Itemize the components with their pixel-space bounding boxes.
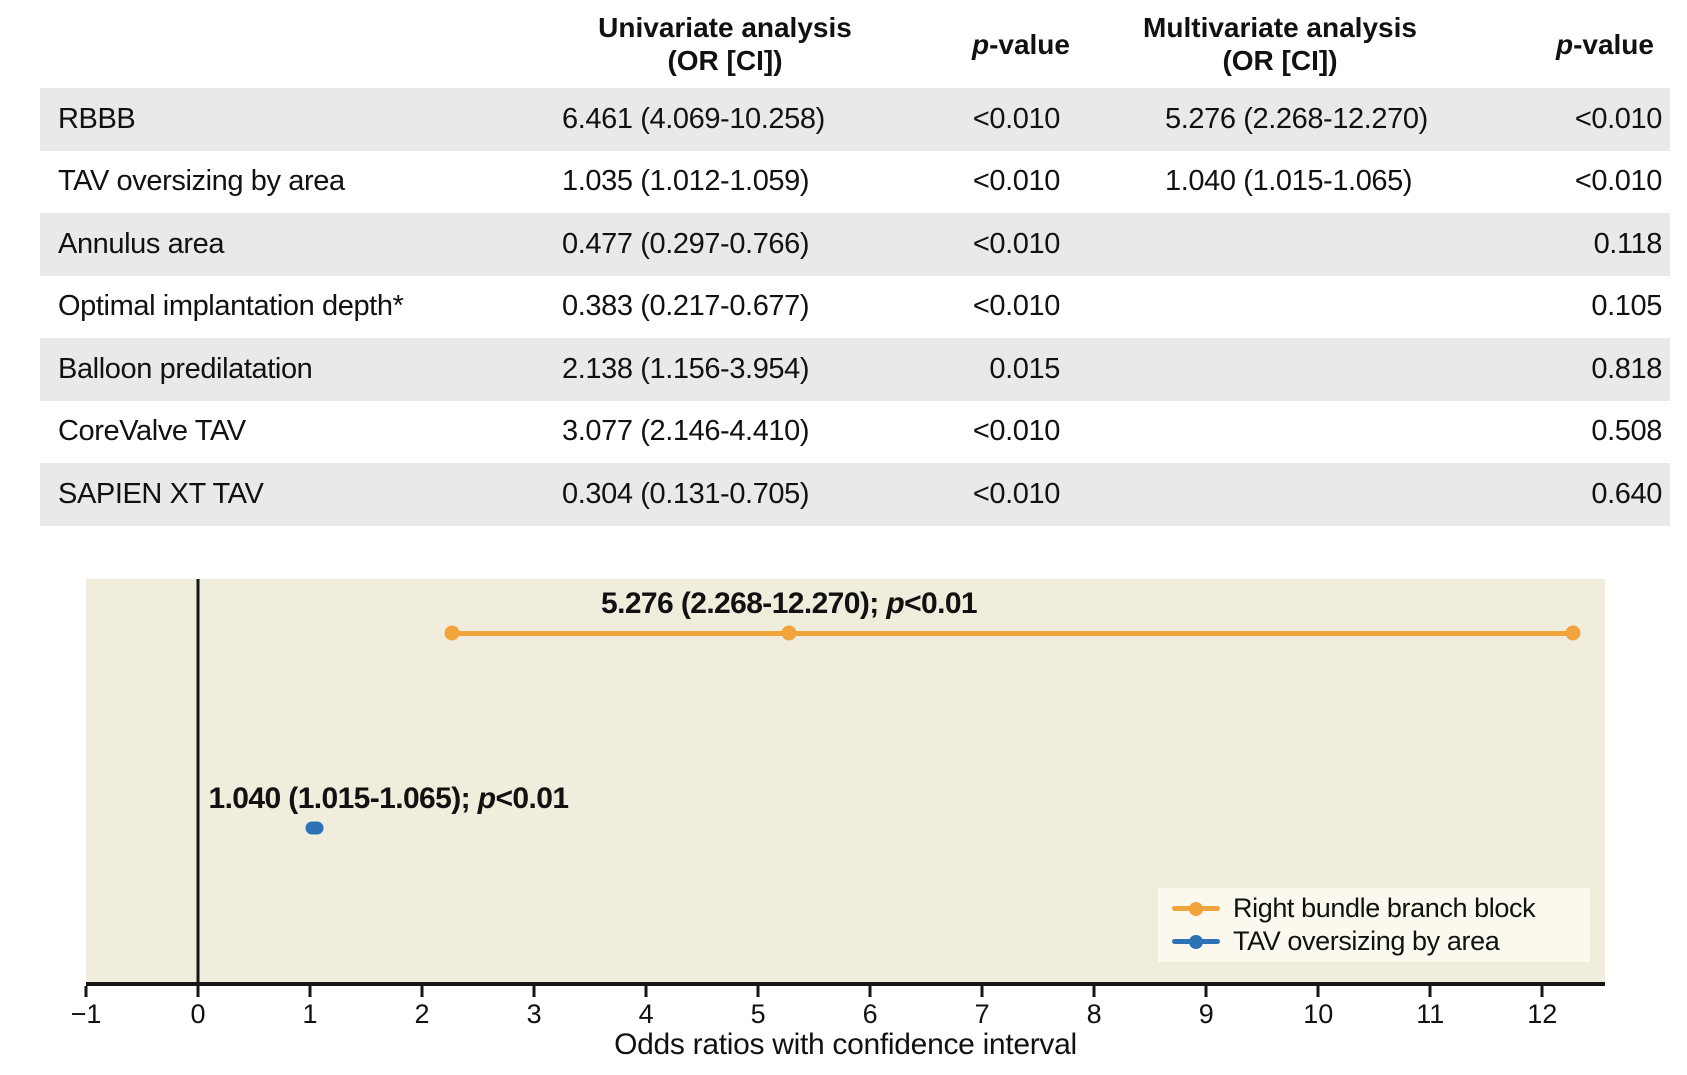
header-univariate: Univariate analysis (OR [CI])	[540, 11, 910, 77]
x-axis-tick-label: 4	[638, 999, 654, 1029]
header-multivariate-line1: Multivariate analysis	[1143, 12, 1417, 43]
row-label: CoreValve TAV	[58, 415, 246, 448]
table-body: RBBB 6.461 (4.069-10.258) <0.010 5.276 (2.2…	[40, 88, 1670, 526]
x-axis-tick	[756, 986, 760, 997]
legend-line-marker-icon	[1172, 901, 1220, 916]
x-axis-tick-label: 9	[1198, 999, 1214, 1029]
univariate-or-ci: 0.304 (0.131-0.705)	[562, 477, 810, 510]
x-axis-tick	[1092, 986, 1096, 997]
x-axis-tick-label: −1	[70, 999, 102, 1029]
x-axis-tick-label: 6	[862, 999, 878, 1029]
odds-ratio-marker	[781, 625, 797, 641]
multivariate-p-value: <0.010	[1574, 102, 1663, 135]
x-axis-tick-label: 2	[414, 999, 430, 1029]
univariate-p-value: <0.010	[972, 477, 1061, 510]
x-axis-tick	[308, 986, 312, 997]
multivariate-p-value: <0.010	[1574, 165, 1663, 198]
legend-label-rbbb: Right bundle branch block	[1233, 893, 1536, 923]
header-univariate-line2: (OR [CI])	[667, 45, 783, 76]
table-row: CoreValve TAV 3.077 (2.146-4.410) <0.010 0.…	[40, 401, 1670, 464]
plot-area: 5.276 (2.268-12.270); p<0.01 1.040 (1.015…	[71, 579, 1605, 1061]
x-axis-tick-label: 3	[526, 999, 542, 1029]
row-label: TAV oversizing by area	[58, 165, 345, 198]
univariate-or-ci: 0.383 (0.217-0.677)	[562, 290, 810, 323]
table-row: Optimal implantation depth* 0.383 (0.217-…	[40, 276, 1670, 339]
x-axis-tick-label: 11	[1416, 999, 1445, 1029]
confidence-interval-line	[452, 630, 1573, 636]
table-row: TAV oversizing by area 1.035 (1.012-1.059…	[40, 151, 1670, 214]
legend: Right bundle branch block TAV oversizing…	[1158, 888, 1590, 962]
row-label: Balloon predilatation	[58, 352, 313, 385]
univariate-p-value: <0.010	[972, 415, 1061, 448]
univariate-p-value: <0.010	[972, 227, 1061, 260]
multivariate-p-value: 0.118	[1593, 227, 1663, 260]
table-row: Balloon predilatation 2.138 (1.156-3.954)…	[40, 338, 1670, 401]
legend-line-marker-icon	[1172, 934, 1220, 949]
univariate-or-ci: 0.477 (0.297-0.766)	[562, 227, 810, 260]
univariate-or-ci: 3.077 (2.146-4.410)	[562, 415, 810, 448]
multivariate-or-ci: 5.276 (2.268-12.270)	[1165, 102, 1428, 135]
ci-high-marker	[1565, 625, 1580, 641]
header-p-value-multivariate: p-value	[1555, 28, 1654, 60]
series-annotation: 5.276 (2.268-12.270); p<0.01	[601, 587, 978, 620]
x-axis-tick-label: 0	[190, 999, 206, 1029]
univariate-p-value: <0.010	[972, 102, 1061, 135]
header-univariate-line1: Univariate analysis	[598, 12, 852, 43]
univariate-p-value: 0.015	[989, 352, 1060, 385]
x-axis-tick	[420, 986, 424, 997]
x-axis-tick	[1316, 986, 1320, 997]
row-label: RBBB	[58, 102, 136, 135]
x-axis-tick-label: 10	[1303, 999, 1334, 1029]
legend-item-rbbb: Right bundle branch block	[1172, 893, 1576, 925]
x-axis-tick-label: 8	[1086, 999, 1102, 1029]
x-axis-tick	[644, 986, 648, 997]
header-p-value-univariate: p-value	[971, 28, 1070, 60]
multivariate-p-value: 0.105	[1591, 290, 1662, 323]
x-axis-label: Odds ratios with confidence interval	[614, 1028, 1077, 1061]
table-row: RBBB 6.461 (4.069-10.258) <0.010 5.276 (2.2…	[40, 88, 1670, 151]
x-axis-tick-label: 12	[1527, 999, 1558, 1029]
results-table: Univariate analysis (OR [CI]) p-value Mu…	[40, 0, 1670, 526]
multivariate-p-value: 0.640	[1591, 477, 1662, 510]
x-axis-tick	[196, 986, 200, 997]
table-header-row: Univariate analysis (OR [CI]) p-value Mu…	[40, 0, 1670, 88]
row-label: Optimal implantation depth*	[58, 290, 404, 323]
univariate-or-ci: 1.035 (1.012-1.059)	[562, 165, 810, 198]
x-axis-tick-label: 7	[974, 999, 990, 1029]
x-axis-tick	[532, 986, 536, 997]
univariate-or-ci: 6.461 (4.069-10.258)	[562, 102, 825, 135]
univariate-p-value: <0.010	[972, 290, 1061, 323]
multivariate-or-ci: 1.040 (1.015-1.065)	[1165, 165, 1413, 198]
univariate-p-value: <0.010	[972, 165, 1061, 198]
header-multivariate: Multivariate analysis (OR [CI])	[1070, 11, 1490, 77]
legend-label-tav-oversizing: TAV oversizing by area	[1233, 926, 1500, 956]
x-axis-tick	[84, 986, 88, 997]
table-row: Annulus area 0.477 (0.297-0.766) <0.010 0.1…	[40, 213, 1670, 276]
x-axis-tick	[868, 986, 872, 997]
table-row: SAPIEN XT TAV 0.304 (0.131-0.705) <0.010 0.…	[40, 463, 1670, 526]
univariate-or-ci: 2.138 (1.156-3.954)	[562, 352, 810, 385]
x-axis-tick	[1204, 986, 1208, 997]
x-axis-tick	[1540, 986, 1544, 997]
zero-reference-line	[196, 579, 200, 982]
x-axis-tick	[980, 986, 984, 997]
header-multivariate-line2: (OR [CI])	[1222, 45, 1338, 76]
multivariate-p-value: 0.508	[1591, 415, 1662, 448]
series-annotation: 1.040 (1.015-1.065); p<0.01	[208, 782, 569, 816]
x-axis-tick	[1428, 986, 1432, 997]
ci-high-marker	[310, 821, 324, 835]
multivariate-p-value: 0.818	[1591, 352, 1662, 385]
row-label: SAPIEN XT TAV	[58, 477, 264, 510]
row-label: Annulus area	[58, 227, 225, 260]
legend-item-tav-oversizing: TAV oversizing by area	[1172, 926, 1576, 958]
x-axis-tick-label: 1	[302, 999, 318, 1029]
x-axis-tick-label: 5	[750, 999, 766, 1029]
ci-low-marker	[444, 625, 460, 641]
